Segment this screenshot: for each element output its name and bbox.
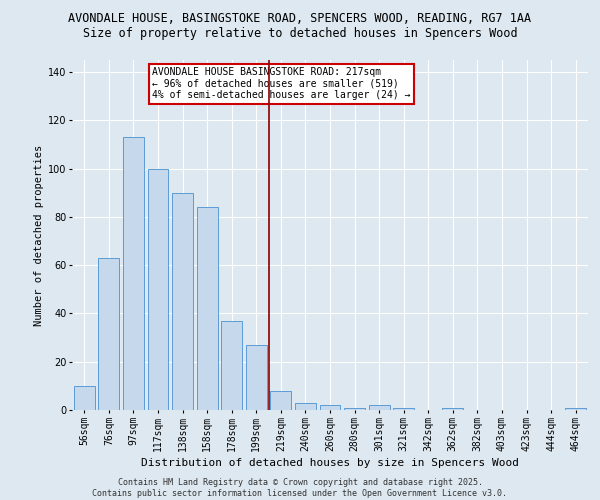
Bar <box>295 403 316 410</box>
Bar <box>344 408 365 410</box>
Bar <box>123 137 144 410</box>
Bar <box>172 193 193 410</box>
Bar <box>320 405 340 410</box>
Bar <box>197 207 218 410</box>
Y-axis label: Number of detached properties: Number of detached properties <box>34 144 44 326</box>
Text: AVONDALE HOUSE BASINGSTOKE ROAD: 217sqm
← 96% of detached houses are smaller (51: AVONDALE HOUSE BASINGSTOKE ROAD: 217sqm … <box>152 67 410 100</box>
Bar <box>74 386 95 410</box>
Bar <box>393 408 414 410</box>
Bar <box>442 408 463 410</box>
Bar <box>565 408 586 410</box>
Bar <box>98 258 119 410</box>
Bar <box>246 345 267 410</box>
Bar <box>271 390 292 410</box>
Text: Size of property relative to detached houses in Spencers Wood: Size of property relative to detached ho… <box>83 28 517 40</box>
Bar <box>148 168 169 410</box>
Text: Contains HM Land Registry data © Crown copyright and database right 2025.
Contai: Contains HM Land Registry data © Crown c… <box>92 478 508 498</box>
Bar <box>368 405 389 410</box>
Text: AVONDALE HOUSE, BASINGSTOKE ROAD, SPENCERS WOOD, READING, RG7 1AA: AVONDALE HOUSE, BASINGSTOKE ROAD, SPENCE… <box>68 12 532 26</box>
X-axis label: Distribution of detached houses by size in Spencers Wood: Distribution of detached houses by size … <box>141 458 519 468</box>
Bar <box>221 320 242 410</box>
